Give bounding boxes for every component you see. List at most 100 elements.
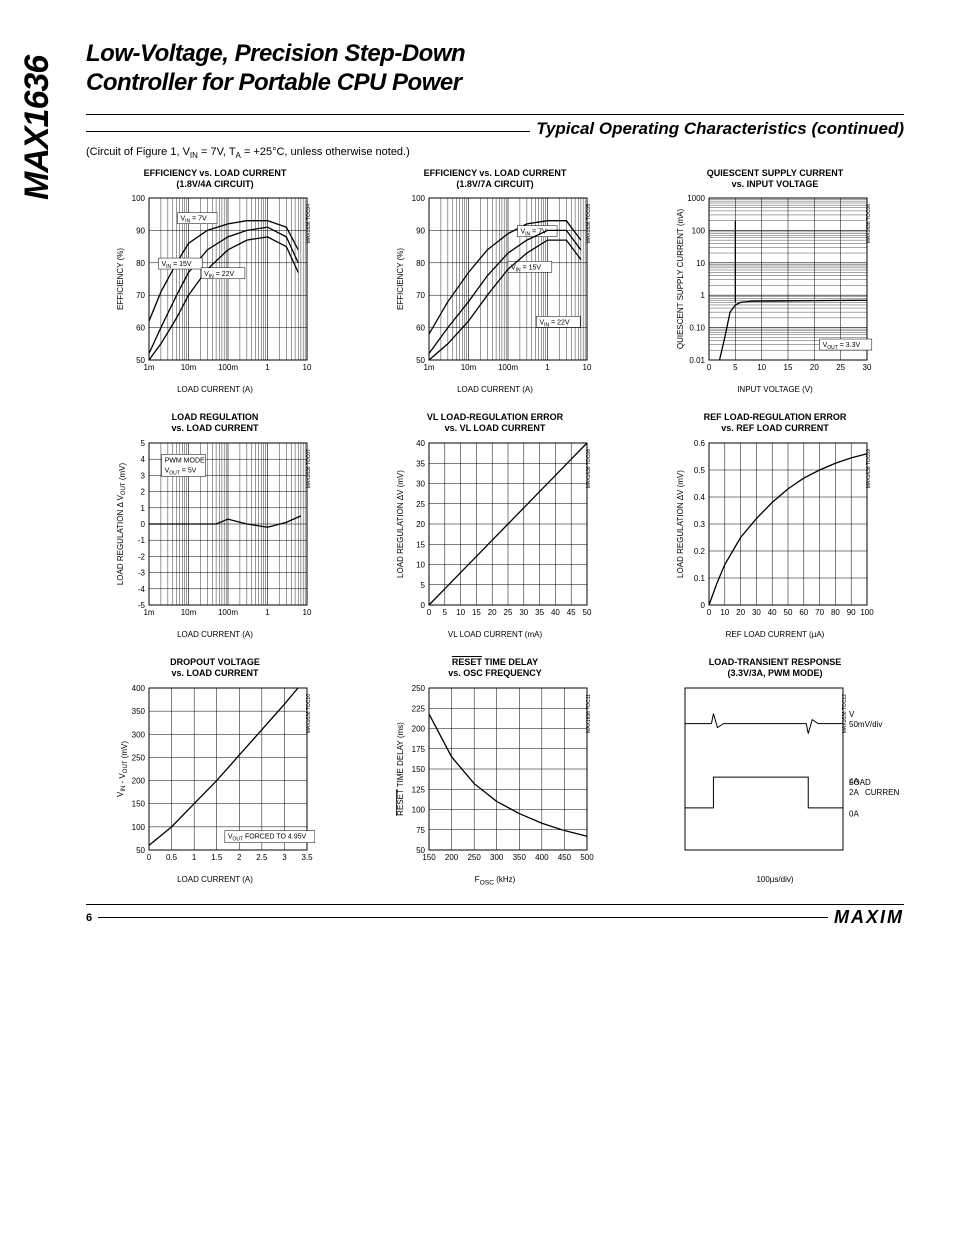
svg-text:5: 5 (733, 363, 738, 372)
svg-text:LOAD: LOAD (849, 778, 871, 787)
chart-title: EFFICIENCY vs. LOAD CURRENT(1.8V/7A CIRC… (424, 168, 567, 190)
svg-text:225: 225 (412, 704, 426, 713)
svg-text:0: 0 (421, 601, 426, 610)
svg-text:MAX1636 TOC11: MAX1636 TOC11 (586, 693, 592, 732)
svg-text:1m: 1m (143, 608, 154, 617)
charts-grid: EFFICIENCY vs. LOAD CURRENT(1.8V/4A CIRC… (86, 168, 904, 886)
svg-text:-5: -5 (138, 601, 146, 610)
svg-text:25: 25 (836, 363, 845, 372)
svg-text:100: 100 (692, 227, 706, 236)
svg-text:15: 15 (472, 608, 481, 617)
svg-text:40: 40 (416, 439, 425, 448)
svg-text:1: 1 (545, 363, 550, 372)
svg-text:-2: -2 (138, 552, 146, 561)
svg-text:10: 10 (456, 608, 465, 617)
chart-5: REF LOAD-REGULATION ERRORvs. REF LOAD CU… (646, 412, 904, 639)
svg-text:10: 10 (303, 363, 312, 372)
svg-text:20: 20 (416, 520, 425, 529)
svg-text:0: 0 (427, 608, 432, 617)
svg-text:30: 30 (752, 608, 761, 617)
svg-text:5: 5 (141, 439, 146, 448)
svg-text:50: 50 (416, 846, 425, 855)
x-axis-label: 100µs/div) (756, 875, 793, 884)
x-axis-label: LOAD CURRENT (A) (177, 630, 253, 639)
svg-text:175: 175 (412, 744, 426, 753)
x-axis-label: INPUT VOLTAGE (V) (737, 385, 813, 394)
svg-text:75: 75 (416, 825, 425, 834)
svg-text:10: 10 (303, 608, 312, 617)
svg-text:300: 300 (132, 730, 146, 739)
svg-text:350: 350 (513, 853, 527, 862)
svg-text:40: 40 (551, 608, 560, 617)
svg-text:3: 3 (282, 853, 287, 862)
svg-text:0.5: 0.5 (166, 853, 178, 862)
section-header: Typical Operating Characteristics (conti… (86, 114, 904, 140)
svg-text:0: 0 (141, 520, 146, 529)
part-number-sidebar: MAX1636 (18, 56, 57, 200)
svg-text:0.4: 0.4 (694, 493, 706, 502)
svg-text:200: 200 (445, 853, 459, 862)
svg-text:1: 1 (265, 608, 270, 617)
svg-text:4: 4 (141, 455, 146, 464)
svg-text:150: 150 (132, 799, 146, 808)
svg-text:PWM MODE: PWM MODE (165, 457, 205, 464)
x-axis-label: LOAD CURRENT (A) (457, 385, 533, 394)
svg-text:500: 500 (580, 853, 594, 862)
svg-text:-3: -3 (138, 569, 146, 578)
svg-text:2: 2 (237, 853, 242, 862)
svg-text:90: 90 (847, 608, 856, 617)
svg-text:100: 100 (132, 822, 146, 831)
svg-text:2: 2 (141, 488, 146, 497)
svg-text:400: 400 (132, 684, 146, 693)
svg-text:15: 15 (416, 540, 425, 549)
svg-text:100: 100 (412, 194, 426, 203)
svg-text:70: 70 (815, 608, 824, 617)
chart-title: VL LOAD-REGULATION ERRORvs. VL LOAD CURR… (427, 412, 563, 434)
svg-text:MAX1636 TOC06: MAX1636 TOC06 (866, 204, 872, 244)
chart-title: DROPOUT VOLTAGEvs. LOAD CURRENT (170, 657, 260, 679)
svg-text:MAX1636 TOC04: MAX1636 TOC04 (306, 204, 312, 244)
svg-text:0A: 0A (849, 809, 859, 818)
page-number: 6 (86, 912, 92, 924)
svg-text:MAX1636 TOC12: MAX1636 TOC12 (842, 693, 848, 733)
svg-text:50: 50 (784, 608, 793, 617)
svg-text:30: 30 (863, 363, 872, 372)
svg-text:100: 100 (132, 194, 146, 203)
chart-7: RESET TIME DELAYvs. OSC FREQUENCY 150 200 2… (366, 657, 624, 886)
svg-text:15: 15 (784, 363, 793, 372)
svg-text:1: 1 (265, 363, 270, 372)
svg-text:80: 80 (831, 608, 840, 617)
svg-text:70: 70 (416, 292, 425, 301)
x-axis-label: LOAD CURRENT (A) (177, 875, 253, 884)
svg-text:90: 90 (416, 227, 425, 236)
svg-text:250: 250 (132, 753, 146, 762)
svg-text:1: 1 (192, 853, 197, 862)
maxim-logo: MAXIM (834, 907, 904, 928)
svg-text:MAX1636 TOC07: MAX1636 TOC07 (306, 449, 312, 489)
svg-text:100m: 100m (498, 363, 518, 372)
svg-text:EFFICIENCY (%): EFFICIENCY (%) (116, 248, 125, 310)
svg-text:50: 50 (136, 846, 145, 855)
page-title: Low-Voltage, Precision Step-Down Control… (86, 40, 904, 98)
svg-text:1: 1 (141, 504, 146, 513)
chart-6: DROPOUT VOLTAGEvs. LOAD CURRENT00.511.52… (86, 657, 344, 886)
svg-text:10: 10 (583, 363, 592, 372)
chart-title: RESET TIME DELAYvs. OSC FREQUENCY (448, 657, 542, 679)
svg-text:200: 200 (132, 776, 146, 785)
svg-text:125: 125 (412, 785, 426, 794)
svg-text:0: 0 (147, 853, 152, 862)
chart-title: QUIESCENT SUPPLY CURRENTvs. INPUT VOLTAG… (707, 168, 844, 190)
svg-text:50: 50 (416, 356, 425, 365)
svg-text:20: 20 (810, 363, 819, 372)
svg-text:60: 60 (416, 324, 425, 333)
svg-text:0.01: 0.01 (689, 356, 705, 365)
svg-text:80: 80 (416, 259, 425, 268)
svg-text:0: 0 (707, 608, 712, 617)
svg-text:30: 30 (416, 479, 425, 488)
svg-text:35: 35 (416, 459, 425, 468)
svg-text:RESET TIME DELAY (ms): RESET TIME DELAY (ms) (396, 721, 405, 815)
svg-text:150: 150 (412, 765, 426, 774)
chart-3: LOAD REGULATIONvs. LOAD CURRENT1m10m100m… (86, 412, 344, 639)
svg-text:40: 40 (768, 608, 777, 617)
svg-text:1000: 1000 (687, 194, 705, 203)
